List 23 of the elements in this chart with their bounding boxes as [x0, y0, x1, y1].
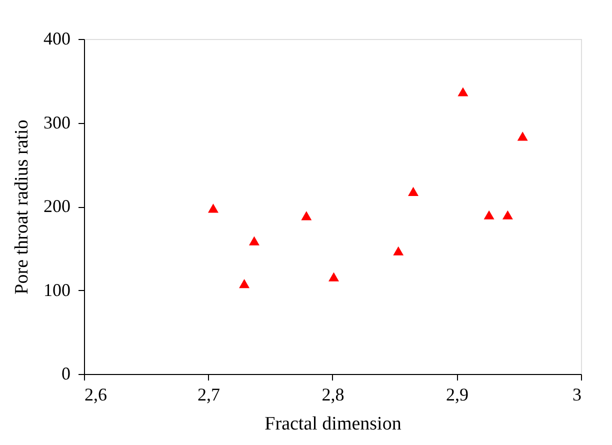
point [502, 210, 513, 220]
point [301, 211, 312, 220]
point [517, 132, 528, 141]
point [208, 204, 218, 213]
point [484, 210, 494, 220]
y-axis-title: Pore throat radius ratio [12, 120, 32, 294]
x-tick-label: 2,7 [198, 384, 220, 404]
y-tick-label: 0 [62, 364, 70, 384]
x-tick-label: 2,8 [322, 384, 344, 404]
point [248, 236, 260, 246]
y-tick-label: 300 [44, 112, 70, 132]
x-tick-label: 3 [572, 384, 582, 404]
point [393, 246, 404, 256]
y-tick-label: 200 [44, 196, 70, 216]
point [408, 186, 419, 196]
point [458, 87, 468, 96]
point [239, 279, 250, 288]
x-tick-label: 2,6 [84, 384, 107, 404]
y-tick-label: 100 [44, 280, 70, 300]
x-axis-title: Fractal dimension [264, 414, 402, 434]
x-tick-label: 2,9 [446, 384, 468, 404]
point [328, 272, 339, 282]
y-tick-label: 400 [44, 28, 70, 48]
